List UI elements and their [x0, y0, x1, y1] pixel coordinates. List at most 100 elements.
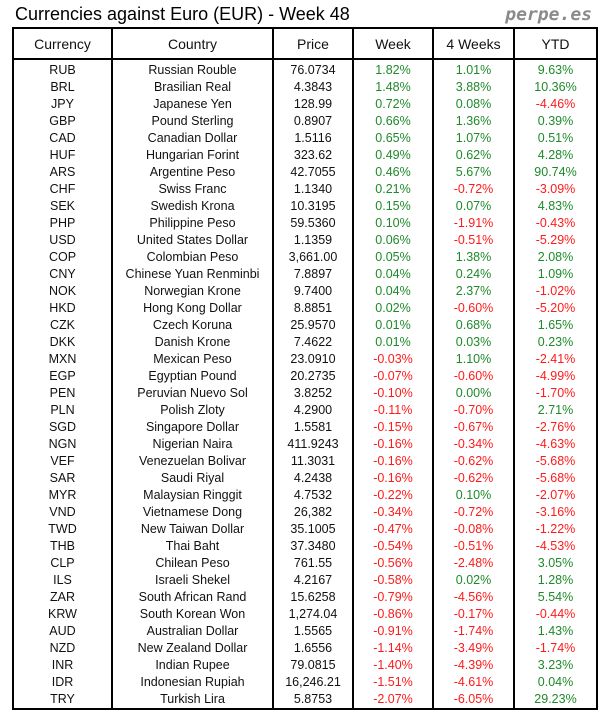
currency-code: COP: [48, 250, 77, 264]
table-row: USD United States Dollar 1.1359 0.06% -0.51%…: [13, 232, 597, 249]
price: 20.2735: [272, 368, 353, 385]
price: 761.55: [272, 555, 353, 572]
country-name: New Taiwan Dollar: [111, 521, 273, 538]
ytd-change: -5.29%: [513, 232, 597, 249]
week-change: 0.66%: [352, 113, 433, 130]
country-name: Malaysian Ringgit: [111, 487, 273, 504]
ytd-change: -1.22%: [513, 521, 597, 538]
table-row: ARS Argentine Peso 42.7055 0.46% 5.67% 90.74%: [13, 164, 597, 181]
price: 411.9243: [272, 436, 353, 453]
four-week-change: 0.24%: [432, 266, 514, 283]
ytd-change: 1.09%: [513, 266, 597, 283]
ytd-change: -5.68%: [513, 453, 597, 470]
week-change: -0.79%: [352, 589, 433, 606]
four-week-change: -3.49%: [432, 640, 514, 657]
four-week-change: 0.02%: [432, 572, 514, 589]
currency-code: NOK: [48, 284, 77, 298]
currency-code: GBP: [49, 114, 76, 128]
ytd-change: 0.39%: [513, 113, 597, 130]
four-week-change: 0.00%: [432, 385, 514, 402]
week-change: -1.51%: [352, 674, 433, 691]
four-week-change: 5.67%: [432, 164, 514, 181]
price: 11.3031: [272, 453, 353, 470]
price: 15.6258: [272, 589, 353, 606]
price: 4.2900: [272, 402, 353, 419]
week-change: -0.16%: [352, 453, 433, 470]
ytd-change: 2.08%: [513, 249, 597, 266]
table-row: DKK Danish Krone 7.4622 0.01% 0.03% 0.23%: [13, 334, 597, 351]
country-name: Chilean Peso: [111, 555, 273, 572]
ytd-change: -4.46%: [513, 96, 597, 113]
col-currency: Currency: [13, 28, 112, 60]
ytd-change: -2.07%: [513, 487, 597, 504]
currency-code: MXN: [48, 352, 77, 366]
week-change: -0.47%: [352, 521, 433, 538]
country-name: Philippine Peso: [111, 215, 273, 232]
four-week-change: -1.74%: [432, 623, 514, 640]
currency-code: CLP: [50, 556, 75, 570]
country-name: Indonesian Rupiah: [111, 674, 273, 691]
week-change: 1.82%: [352, 59, 433, 79]
four-week-change: 3.88%: [432, 79, 514, 96]
table-row: ILS Israeli Shekel 4.2167 -0.58% 0.02% 1.28%: [13, 572, 597, 589]
currency-code: PHP: [49, 216, 76, 230]
four-week-change: 1.07%: [432, 130, 514, 147]
table-row: TWD New Taiwan Dollar 35.1005 -0.47% -0.08% -…: [13, 521, 597, 538]
price: 3.8252: [272, 385, 353, 402]
table-row: INR Indian Rupee 79.0815 -1.40% -4.39% 3.23%: [13, 657, 597, 674]
week-change: 0.02%: [352, 300, 433, 317]
four-week-change: 0.68%: [432, 317, 514, 334]
currency-code: TWD: [48, 522, 77, 536]
col-ytd: YTD: [513, 28, 597, 60]
table-row: MYR Malaysian Ringgit 4.7532 -0.22% 0.10% -2.…: [13, 487, 597, 504]
table-row: NGN Nigerian Naira 411.9243 -0.16% -0.34% -4.…: [13, 436, 597, 453]
ytd-change: -2.76%: [513, 419, 597, 436]
ytd-change: 1.28%: [513, 572, 597, 589]
ytd-change: -1.74%: [513, 640, 597, 657]
currency-code: THB: [50, 539, 75, 553]
currency-code: SEK: [49, 199, 75, 213]
table-row: AUD Australian Dollar 1.5565 -0.91% -1.74% 1.…: [13, 623, 597, 640]
currency-code: PEN: [49, 386, 76, 400]
ytd-change: -0.43%: [513, 215, 597, 232]
four-week-change: -0.60%: [432, 300, 514, 317]
country-name: United States Dollar: [111, 232, 273, 249]
week-change: 0.15%: [352, 198, 433, 215]
country-name: Australian Dollar: [111, 623, 273, 640]
week-change: -0.11%: [352, 402, 433, 419]
currency-code: HKD: [49, 301, 76, 315]
price: 4.7532: [272, 487, 353, 504]
week-change: 0.04%: [352, 266, 433, 283]
week-change: -0.54%: [352, 538, 433, 555]
col-4weeks: 4 Weeks: [432, 28, 514, 60]
ytd-change: -0.44%: [513, 606, 597, 623]
ytd-change: 9.63%: [513, 59, 597, 79]
week-change: -0.07%: [352, 368, 433, 385]
table-row: CLP Chilean Peso 761.55 -0.56% -2.48% 3.05%: [13, 555, 597, 572]
currency-code: HUF: [49, 148, 76, 162]
price: 42.7055: [272, 164, 353, 181]
price: 59.5360: [272, 215, 353, 232]
country-name: Israeli Shekel: [111, 572, 273, 589]
four-week-change: -4.56%: [432, 589, 514, 606]
price: 1.5116: [272, 130, 353, 147]
four-week-change: 1.38%: [432, 249, 514, 266]
ytd-change: 0.04%: [513, 674, 597, 691]
table-row: JPY Japanese Yen 128.99 0.72% 0.08% -4.46%: [13, 96, 597, 113]
price: 5.8753: [272, 691, 353, 709]
table-row: KRW South Korean Won 1,274.04 -0.86% -0.17% -…: [13, 606, 597, 623]
country-name: Peruvian Nuevo Sol: [111, 385, 273, 402]
week-change: -0.58%: [352, 572, 433, 589]
table-row: THB Thai Baht 37.3480 -0.54% -0.51% -4.53%: [13, 538, 597, 555]
four-week-change: -0.51%: [432, 232, 514, 249]
currency-code: EGP: [49, 369, 76, 383]
country-name: Saudi Riyal: [111, 470, 273, 487]
currency-code: DKK: [49, 335, 76, 349]
price: 4.3843: [272, 79, 353, 96]
price: 37.3480: [272, 538, 353, 555]
four-week-change: -6.05%: [432, 691, 514, 709]
price: 1.1359: [272, 232, 353, 249]
country-name: Norwegian Krone: [111, 283, 273, 300]
ytd-change: 1.43%: [513, 623, 597, 640]
country-name: New Zealand Dollar: [111, 640, 273, 657]
